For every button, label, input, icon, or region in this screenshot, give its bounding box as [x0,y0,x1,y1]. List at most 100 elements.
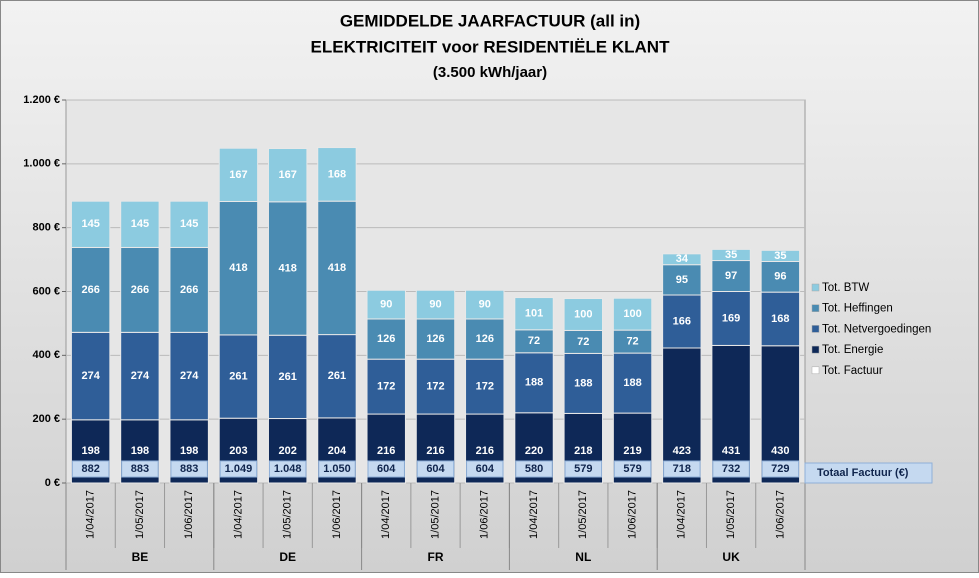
bar-segment [317,147,357,202]
data-label: 100 [574,308,592,320]
x-tick-label: 1/05/2017 [725,490,737,539]
bar-segment [267,148,308,203]
bar-segment [662,264,702,296]
group-label: NL [575,550,591,564]
x-tick-label: 1/04/2017 [85,490,97,539]
data-label: 261 [328,370,346,382]
data-label: 218 [574,445,592,457]
data-label: 172 [377,381,395,393]
total-label: 604 [476,463,495,475]
x-tick-label: 1/04/2017 [380,490,392,539]
data-label: 96 [774,271,786,283]
data-label: 202 [279,445,297,457]
x-tick-label: 1/06/2017 [183,490,195,539]
legend-swatch [811,283,820,292]
x-tick-label: 1/06/2017 [331,490,343,539]
data-label: 72 [577,336,589,348]
data-label: 90 [479,298,491,310]
y-tick-label: 400 € [32,349,60,361]
total-box [466,460,504,478]
bar-segment [169,246,209,333]
data-label: 72 [626,336,638,348]
total-box [761,460,800,478]
data-label: 220 [525,445,543,457]
data-label: 216 [426,445,444,457]
data-label: 168 [771,313,789,325]
total-label: 732 [722,463,740,475]
bar-segment [711,291,751,346]
legend-label: Tot. BTW [822,282,869,294]
data-label: 418 [229,262,247,274]
data-label: 203 [229,445,247,457]
bar-segment [120,246,160,333]
data-label: 198 [180,445,198,457]
bar-segment [120,200,160,248]
legend-label: Tot. Factuur [822,365,883,377]
bar-segment [366,289,406,320]
total-label: 729 [771,463,789,475]
bar-segment [317,334,357,419]
total-label: 883 [180,463,198,475]
total-box [712,460,750,478]
data-label: 101 [525,308,543,320]
total-label: 1.048 [274,463,302,475]
y-tick-label: 1.200 € [23,94,60,106]
bar-segment [415,289,456,320]
data-label: 274 [180,370,199,382]
data-label: 90 [429,298,441,310]
x-tick-label: 1/04/2017 [528,490,540,539]
data-label: 418 [328,262,346,274]
bar-segment [563,298,604,331]
total-label: 1.049 [225,463,253,475]
bar-segment [662,253,702,266]
total-box [170,460,208,478]
data-label: 274 [81,370,100,382]
total-label: 579 [574,463,592,475]
total-box [564,460,603,478]
data-label: 126 [426,333,444,345]
legend-label: Tot. Heffingen [822,303,893,315]
total-box [318,460,356,478]
chart-title: GEMIDDELDE JAARFACTUUR (all in) [340,11,640,30]
total-label: 718 [673,463,691,475]
legend-swatch [811,325,820,333]
y-tick-label: 1.000 € [23,158,60,170]
data-label: 90 [380,298,392,310]
total-box [367,460,405,478]
total-label: 1.050 [323,463,351,475]
data-label: 266 [180,284,198,296]
x-tick-label: 1/05/2017 [429,490,441,539]
total-box [613,460,652,478]
data-label: 188 [623,377,641,389]
legend-swatch [811,304,820,312]
bar-segment [267,201,308,336]
data-label: 168 [328,168,346,180]
total-legend-box [804,462,933,484]
bar-segment [465,289,505,320]
data-label: 126 [476,333,494,345]
data-label: 261 [229,370,247,382]
total-label: 579 [623,463,641,475]
y-tick-label: 0 € [45,477,60,489]
bar-segment [711,344,751,484]
x-tick-label: 1/05/2017 [134,490,146,539]
data-label: 216 [476,445,494,457]
data-label: 172 [476,381,494,393]
bar-segment [514,297,554,331]
data-label: 145 [180,218,198,230]
bar-segment [760,291,801,347]
bar-segment [169,200,209,248]
bar-segment [711,248,751,262]
data-label: 274 [131,370,150,382]
data-label: 72 [528,335,540,347]
bar-segment [267,334,308,420]
bar-segment [465,358,505,415]
data-label: 188 [525,377,543,389]
data-label: 169 [722,312,740,324]
data-label: 204 [328,445,347,457]
group-label: FR [428,550,444,564]
y-tick-label: 600 € [32,285,60,297]
total-box [515,460,553,478]
total-box [219,460,258,478]
x-tick-label: 1/05/2017 [577,490,589,539]
